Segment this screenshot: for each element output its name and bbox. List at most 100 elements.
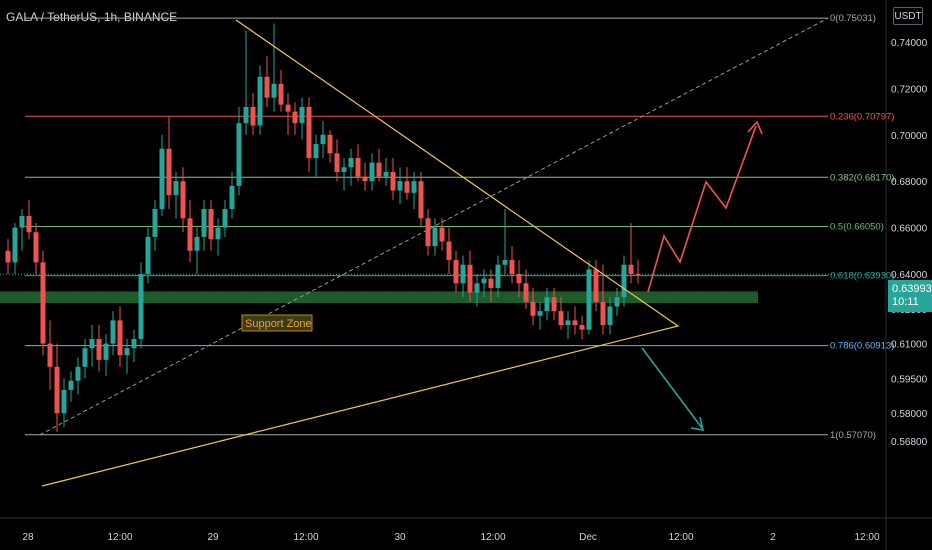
candle-body	[523, 283, 529, 302]
bullish-arrow-head	[747, 120, 763, 135]
candle-body	[628, 264, 634, 274]
candle-body	[264, 76, 270, 98]
x-tick-label-6: Dec	[579, 532, 597, 543]
y-tick-label-1: 0.72000	[891, 84, 928, 95]
bullish-projection-path	[647, 125, 757, 293]
candle-body	[75, 366, 81, 381]
candle-body	[96, 338, 102, 360]
y-tick-label-7: 0.61000	[891, 340, 928, 351]
candle-body	[12, 227, 18, 263]
candle-body	[537, 311, 543, 316]
candle-body	[5, 250, 11, 263]
candle-body	[551, 297, 557, 312]
candle-body	[376, 162, 382, 177]
candle-body	[236, 123, 242, 186]
candle-body	[579, 325, 585, 330]
candle-body	[257, 76, 263, 126]
y-tick-label-5: 0.64000	[891, 270, 928, 281]
candle-body	[341, 167, 347, 172]
x-tick-label-3: 12:00	[293, 532, 318, 543]
candle-body	[250, 106, 256, 126]
last-price-label: 0.63993 10:11	[888, 280, 932, 312]
candle-body	[33, 232, 39, 263]
candle-body	[446, 241, 452, 261]
candle-body	[54, 366, 60, 414]
x-tick-label-0: 28	[22, 532, 34, 543]
triangle-pattern	[41, 19, 680, 487]
y-tick-label-10: 0.56800	[891, 437, 928, 448]
candle-body	[61, 390, 67, 414]
x-tick-label-1: 12:00	[107, 532, 132, 543]
y-tick-label-4: 0.66000	[891, 224, 928, 235]
candle-body	[19, 216, 25, 228]
candle-body	[509, 260, 515, 274]
x-tick-label-4: 30	[394, 532, 406, 543]
candle-body	[222, 209, 228, 228]
currency-button[interactable]: USDT	[893, 7, 923, 25]
candle-body	[369, 162, 375, 182]
x-tick-label-2: 29	[207, 532, 219, 543]
candle-body	[502, 260, 508, 265]
candle-body	[495, 264, 501, 288]
candle-body	[425, 218, 431, 247]
fib-label-6: 1(0.57070)	[830, 430, 876, 441]
fib-trend-line	[39, 17, 829, 436]
candle-body	[166, 148, 172, 196]
candle-body	[544, 297, 550, 312]
candle-body	[173, 181, 179, 196]
candle-body	[278, 83, 284, 105]
candle-body	[229, 185, 235, 210]
candle-body	[453, 260, 459, 284]
y-tick-label-8: 0.59500	[891, 374, 928, 385]
x-tick-label-9: 12:00	[854, 532, 879, 543]
fib-label-5: 0.786(0.60913)	[830, 341, 894, 352]
symbol-title: GALA / TetherUS, 1h, BINANCE	[6, 10, 178, 24]
candle-body	[40, 262, 46, 344]
candle-body	[460, 264, 466, 284]
fib-label-2: 0.382(0.68170)	[830, 172, 894, 183]
candle-body	[159, 148, 165, 210]
candle-body	[383, 171, 389, 177]
candle-body	[481, 278, 487, 284]
candle-body	[432, 227, 438, 247]
candle-body	[89, 338, 95, 349]
candle-body	[348, 158, 354, 168]
candle-body	[467, 264, 473, 293]
fib-label-3: 0.5(0.66050)	[830, 221, 884, 232]
candle-body	[26, 216, 32, 233]
candle-body	[474, 283, 480, 293]
candle-body	[488, 278, 494, 288]
candle-body	[110, 320, 116, 344]
candle-body	[68, 380, 74, 390]
y-tick-label-2: 0.70000	[891, 131, 928, 142]
x-tick-label-5: 12:00	[480, 532, 505, 543]
fib-label-4: 0.618(0.63930)	[830, 271, 894, 282]
candle-body	[306, 106, 312, 158]
y-tick-label-9: 0.58000	[891, 409, 928, 420]
y-tick-label-3: 0.68000	[891, 177, 928, 188]
bearish-arrow-head	[690, 416, 705, 431]
candle-body	[593, 269, 599, 302]
candle-body	[397, 181, 403, 191]
y-tick-label-0: 0.74000	[891, 38, 928, 49]
candle-body	[201, 209, 207, 237]
candle-body	[285, 104, 291, 112]
candle-body	[152, 209, 158, 237]
candle-body	[390, 171, 396, 191]
candle-body	[187, 218, 193, 251]
candle-body	[320, 134, 326, 145]
candle-body	[334, 153, 340, 172]
candle-body	[572, 320, 578, 326]
candle-body	[124, 348, 130, 356]
candle-body	[313, 144, 319, 158]
candle-body	[404, 181, 410, 193]
candle-body	[600, 301, 606, 326]
candle-body	[607, 306, 613, 326]
candle-body	[145, 236, 151, 274]
bearish-projection-path	[641, 347, 703, 429]
candle-body	[82, 348, 88, 367]
candle-body	[117, 320, 123, 356]
candle-body	[565, 320, 571, 326]
candle-body	[614, 297, 620, 307]
